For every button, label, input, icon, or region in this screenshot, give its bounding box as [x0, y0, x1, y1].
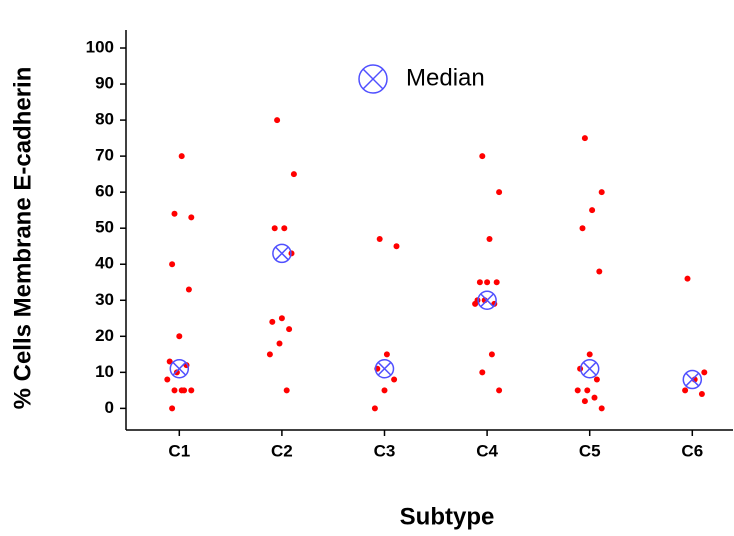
median-marker-part — [582, 361, 597, 376]
point — [371, 405, 378, 412]
point — [701, 369, 708, 376]
point — [173, 369, 180, 376]
point — [171, 210, 178, 217]
point — [598, 189, 605, 196]
point — [472, 300, 479, 307]
median-marker-part — [374, 358, 395, 379]
point — [479, 153, 486, 160]
point — [164, 376, 171, 383]
median-marker-part — [682, 369, 703, 390]
point — [271, 225, 278, 232]
median-marker — [682, 369, 703, 390]
point — [488, 351, 495, 358]
x-tick-label: C6 — [681, 441, 703, 460]
point — [178, 153, 185, 160]
point — [281, 225, 288, 232]
y-tick-label: 50 — [95, 218, 114, 237]
point — [286, 326, 293, 333]
point — [586, 351, 593, 358]
median-marker — [374, 358, 395, 379]
point — [376, 236, 383, 243]
y-tick-label: 40 — [95, 254, 114, 273]
median-marker-part — [685, 372, 700, 387]
median-marker-part — [172, 361, 187, 376]
point — [185, 286, 192, 293]
point — [476, 279, 483, 286]
y-tick-label: 10 — [95, 362, 114, 381]
y-tick-label: 20 — [95, 326, 114, 345]
legend-marker — [358, 64, 388, 94]
point — [593, 376, 600, 383]
point — [486, 236, 493, 243]
median-marker-part — [477, 290, 497, 311]
point — [278, 315, 285, 322]
y-tick-label: 60 — [95, 182, 114, 201]
point — [584, 387, 591, 394]
point — [698, 390, 705, 397]
median-marker — [579, 358, 600, 379]
point — [274, 117, 281, 124]
median-marker-part — [169, 358, 190, 379]
y-tick-label: 80 — [95, 110, 114, 129]
point — [484, 279, 491, 286]
point — [391, 376, 398, 383]
y-tick-label: 30 — [95, 290, 114, 309]
point — [591, 394, 598, 401]
x-tick-label: C1 — [168, 441, 190, 460]
point — [169, 405, 176, 412]
point — [276, 340, 283, 347]
point — [178, 387, 185, 394]
x-tick-label: C3 — [374, 441, 396, 460]
point — [269, 318, 276, 325]
x-tick-label: C5 — [579, 441, 601, 460]
median-marker-part — [480, 293, 495, 308]
x-tick-label: C2 — [271, 441, 293, 460]
y-tick-label: 90 — [95, 74, 114, 93]
median-marker — [477, 290, 497, 311]
point — [169, 261, 176, 268]
y-axis-title: % Cells Membrane E-cadherin — [9, 67, 36, 410]
point — [579, 225, 586, 232]
point — [493, 279, 500, 286]
x-tick-label: C4 — [476, 441, 498, 460]
point — [290, 171, 297, 178]
point — [381, 387, 388, 394]
point — [266, 351, 273, 358]
point — [188, 387, 195, 394]
median-marker — [272, 243, 292, 264]
point — [393, 243, 400, 250]
point — [188, 214, 195, 221]
legend: Median — [358, 64, 485, 94]
point — [176, 333, 183, 340]
median-marker-part — [579, 358, 600, 379]
median-marker-part — [377, 361, 392, 376]
legend-marker-cross — [362, 68, 384, 90]
y-tick-label: 0 — [105, 398, 114, 417]
point — [574, 387, 581, 394]
point — [581, 135, 588, 142]
x-axis-title: Subtype — [400, 503, 495, 530]
point — [596, 268, 603, 275]
point — [589, 207, 596, 214]
legend-label: Median — [406, 64, 485, 91]
y-tick-label: 70 — [95, 146, 114, 165]
point — [496, 387, 503, 394]
point — [479, 369, 486, 376]
y-tick-label: 100 — [86, 38, 114, 57]
point — [684, 275, 691, 282]
median-marker — [169, 358, 190, 379]
point — [166, 358, 173, 365]
point — [682, 387, 689, 394]
point — [496, 189, 503, 196]
median-marker-part — [272, 243, 292, 264]
point — [598, 405, 605, 412]
point — [171, 387, 178, 394]
median-marker-part — [274, 246, 289, 261]
point — [283, 387, 290, 394]
point — [581, 398, 588, 405]
point — [383, 351, 390, 358]
